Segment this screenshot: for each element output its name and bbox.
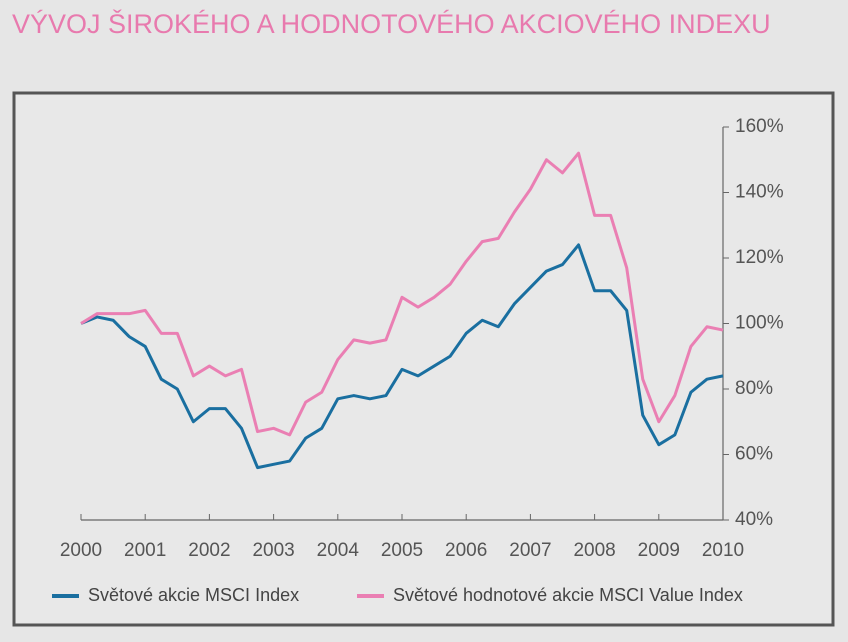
x-tick-label: 2008 [573,540,615,561]
x-tick-label: 2004 [317,540,360,561]
legend-label: Světové akcie MSCI Index [88,585,299,605]
chart-title: VÝVOJ ŠIROKÉHO A HODNOTOVÉHO AKCIOVÉHO I… [12,8,771,39]
x-tick-label: 2003 [252,540,294,561]
y-tick-label: 120% [735,247,784,268]
legend-label: Světové hodnotové akcie MSCI Value Index [393,585,743,605]
y-tick-label: 160% [735,116,784,137]
y-tick-label: 80% [735,378,773,399]
y-tick-label: 40% [735,509,773,530]
y-tick-label: 140% [735,182,784,203]
x-tick-label: 2007 [509,540,551,561]
x-tick-label: 2010 [702,540,744,561]
line-series [80,151,724,437]
x-tick-label: 2002 [188,540,230,561]
y-tick-label: 60% [735,444,773,465]
x-tick-label: 2009 [638,540,680,561]
y-tick-label: 100% [735,313,784,334]
line-series [80,243,724,470]
x-tick-label: 2000 [60,540,102,561]
x-tick-label: 2005 [381,540,423,561]
x-tick-label: 2001 [124,540,166,561]
x-tick-label: 2006 [445,540,487,561]
